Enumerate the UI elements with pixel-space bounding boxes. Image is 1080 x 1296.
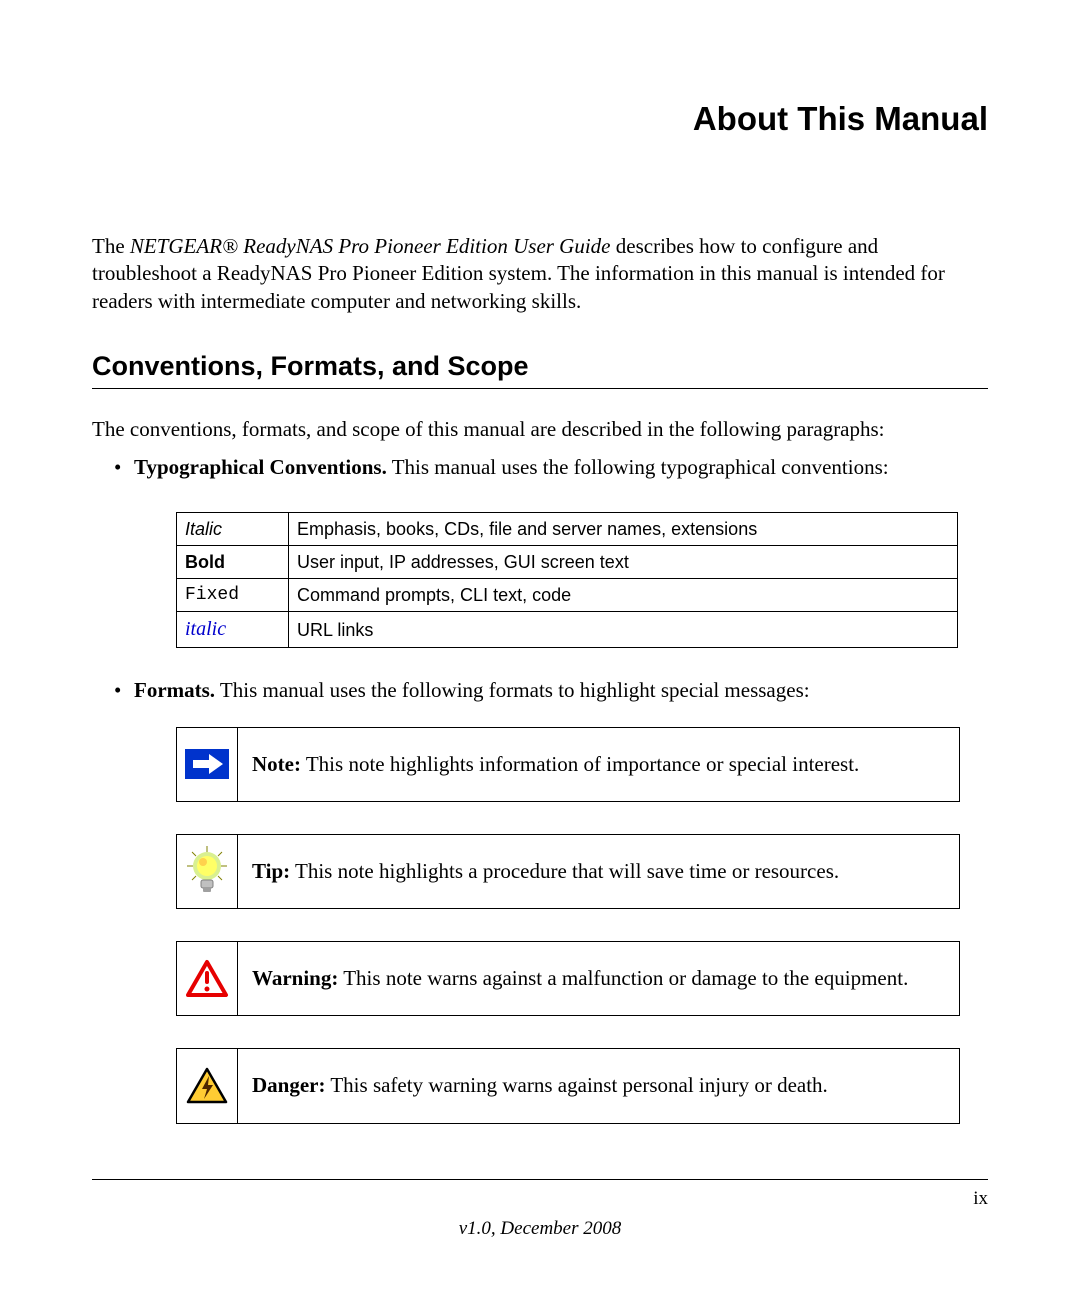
warning-body: This note warns against a malfunction or… (338, 966, 908, 990)
danger-lead: Danger: (252, 1073, 325, 1097)
danger-body: This safety warning warns against person… (325, 1073, 827, 1097)
tip-callout: Tip: This note highlights a procedure th… (176, 834, 960, 909)
danger-text: Danger: This safety warning warns agains… (238, 1049, 959, 1122)
conv-label: Fixed (177, 579, 289, 612)
warning-lead: Warning: (252, 966, 338, 990)
table-row: Bold User input, IP addresses, GUI scree… (177, 545, 958, 578)
table-row: Italic Emphasis, books, CDs, file and se… (177, 512, 958, 545)
section-heading: Conventions, Formats, and Scope (92, 351, 988, 389)
danger-icon-cell (177, 1049, 238, 1122)
tip-text: Tip: This note highlights a procedure th… (238, 835, 959, 908)
conv-desc: User input, IP addresses, GUI screen tex… (289, 545, 958, 578)
page-title: About This Manual (92, 100, 988, 138)
note-text: Note: This note highlights information o… (238, 728, 959, 801)
product-name: NETGEAR® ReadyNAS Pro Pioneer Edition Us… (130, 234, 611, 258)
note-callout: Note: This note highlights information o… (176, 727, 960, 802)
note-icon-cell (177, 728, 238, 801)
page-number: ix (92, 1188, 988, 1210)
warning-triangle-icon (185, 959, 229, 999)
bullet1-lead: Typographical Conventions. (134, 455, 387, 479)
bullet2-lead: Formats. (134, 678, 215, 702)
lightbulb-icon (182, 844, 232, 900)
conv-desc: Command prompts, CLI text, code (289, 579, 958, 612)
version-footer: v1.0, December 2008 (92, 1218, 988, 1240)
warning-text: Warning: This note warns against a malfu… (238, 942, 959, 1015)
table-row: italic URL links (177, 612, 958, 648)
tip-body: This note highlights a procedure that wi… (290, 859, 839, 883)
page-footer: ix v1.0, December 2008 (92, 1179, 988, 1240)
tip-icon-cell (177, 835, 238, 908)
warning-callout: Warning: This note warns against a malfu… (176, 941, 960, 1016)
footer-rule (92, 1179, 988, 1180)
conv-label: Bold (177, 545, 289, 578)
danger-callout: Danger: This safety warning warns agains… (176, 1048, 960, 1123)
warning-icon-cell (177, 942, 238, 1015)
bullet1-rest: This manual uses the following typograph… (387, 455, 889, 479)
table-row: Fixed Command prompts, CLI text, code (177, 579, 958, 612)
conv-label: Italic (177, 512, 289, 545)
conv-label: italic (177, 612, 289, 648)
tip-lead: Tip: (252, 859, 290, 883)
note-lead: Note: (252, 752, 301, 776)
intro-prefix: The (92, 234, 130, 258)
intro-paragraph: The NETGEAR® ReadyNAS Pro Pioneer Editio… (92, 233, 988, 315)
bullet-formats: Formats. This manual uses the following … (114, 676, 988, 1123)
conv-desc: Emphasis, books, CDs, file and server na… (289, 512, 958, 545)
bullet2-rest: This manual uses the following formats t… (215, 678, 810, 702)
conventions-table: Italic Emphasis, books, CDs, file and se… (176, 512, 958, 649)
danger-triangle-icon (185, 1066, 229, 1106)
bullet-typographical: Typographical Conventions. This manual u… (114, 453, 988, 648)
arrow-note-icon (185, 749, 229, 779)
note-body: This note highlights information of impo… (301, 752, 859, 776)
section-intro: The conventions, formats, and scope of t… (92, 415, 988, 443)
conv-desc: URL links (289, 612, 958, 648)
